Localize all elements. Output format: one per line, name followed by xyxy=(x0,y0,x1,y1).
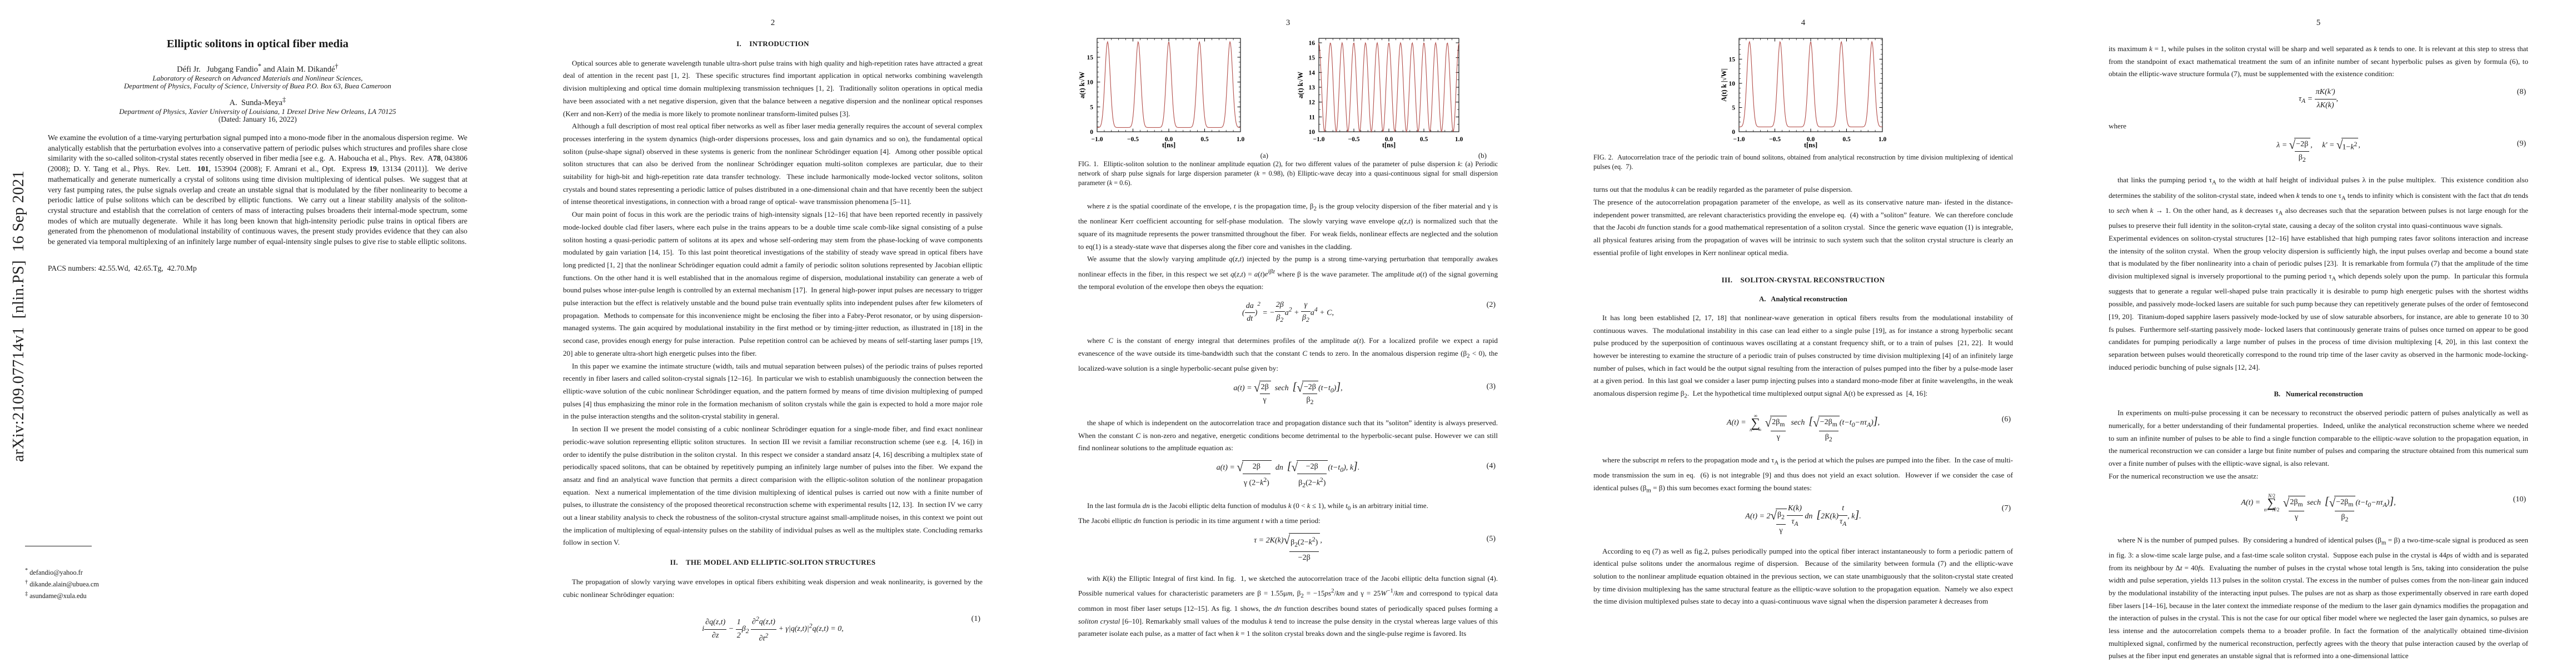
svg-text:−1.0: −1.0 xyxy=(1092,136,1103,143)
svg-text:12: 12 xyxy=(1309,99,1316,106)
svg-text:t[ns]: t[ns] xyxy=(1162,141,1175,149)
svg-text:10: 10 xyxy=(1309,129,1316,136)
svg-text:a(t) k√W: a(t) k√W xyxy=(1297,71,1304,98)
svg-text:A(t) k |√W|: A(t) k |√W| xyxy=(1720,68,1728,102)
svg-text:−1.0: −1.0 xyxy=(1313,136,1325,143)
svg-text:16: 16 xyxy=(1309,40,1316,47)
svg-text:1.0: 1.0 xyxy=(1237,136,1245,143)
svg-text:10: 10 xyxy=(1087,79,1094,86)
svg-text:13: 13 xyxy=(1309,84,1316,91)
svg-text:15: 15 xyxy=(1087,54,1094,61)
svg-text:10: 10 xyxy=(1728,81,1735,87)
svg-text:t[ns]: t[ns] xyxy=(1382,141,1396,149)
svg-text:0: 0 xyxy=(1732,129,1735,136)
svg-text:1.0: 1.0 xyxy=(1878,136,1886,143)
svg-text:−0.5: −0.5 xyxy=(1127,136,1139,143)
svg-text:5: 5 xyxy=(1090,104,1093,111)
svg-text:14: 14 xyxy=(1309,69,1316,76)
svg-text:5: 5 xyxy=(1732,104,1735,111)
svg-text:0.5: 0.5 xyxy=(1420,136,1428,143)
svg-text:−1.0: −1.0 xyxy=(1733,136,1745,143)
svg-text:a(t) k√W: a(t) k√W xyxy=(1078,71,1086,98)
svg-text:t[ns]: t[ns] xyxy=(1803,141,1817,149)
svg-text:0.5: 0.5 xyxy=(1200,136,1209,143)
svg-text:0.5: 0.5 xyxy=(1842,136,1851,143)
svg-text:0: 0 xyxy=(1090,129,1093,136)
svg-text:1.0: 1.0 xyxy=(1455,136,1463,143)
svg-text:11: 11 xyxy=(1309,114,1315,121)
svg-text:−0.5: −0.5 xyxy=(1348,136,1360,143)
svg-text:15: 15 xyxy=(1309,55,1316,62)
svg-text:15: 15 xyxy=(1728,56,1735,63)
svg-text:−0.5: −0.5 xyxy=(1769,136,1781,143)
